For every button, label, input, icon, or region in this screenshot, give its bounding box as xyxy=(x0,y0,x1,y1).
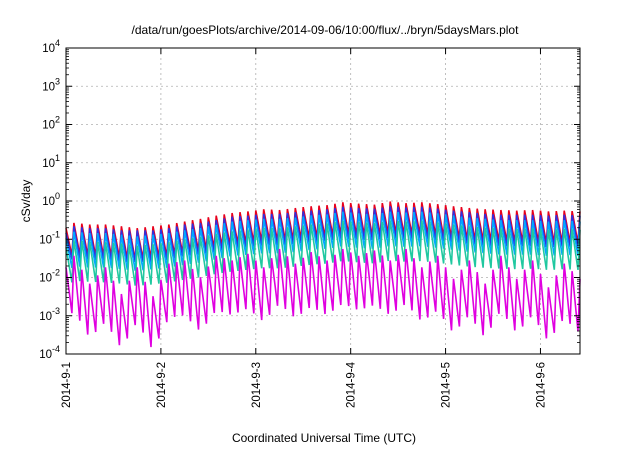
y-tick-exponent: 2 xyxy=(55,115,60,125)
x-tick-label: 2014-9-6 xyxy=(535,362,547,408)
chart-title: /data/run/goesPlots/archive/2014-09-06/1… xyxy=(132,23,520,37)
y-tick-label: 104 xyxy=(42,38,60,55)
series-line xyxy=(65,248,581,348)
y-tick-base: 10 xyxy=(42,158,55,170)
x-tick-label: 2014-9-4 xyxy=(346,361,358,408)
y-tick-base: 10 xyxy=(42,81,55,93)
x-axis-label: Coordinated Universal Time (UTC) xyxy=(232,431,416,445)
x-tick-label: 2014-9-2 xyxy=(156,362,168,408)
y-tick-base: 10 xyxy=(39,349,52,361)
y-tick-label: 10-1 xyxy=(39,229,60,246)
series-line xyxy=(65,220,581,286)
y-tick-base: 10 xyxy=(42,196,55,208)
y-tick-base: 10 xyxy=(39,273,52,285)
x-tick-labels: 2014-9-1 2014-9-2 2014-9-3 2014-9-4 2014-9-5… xyxy=(61,361,547,408)
x-tick-label: 2014-9-1 xyxy=(61,362,73,408)
y-axis-label: cSv/day xyxy=(19,180,33,223)
y-tick-exponent: -2 xyxy=(52,268,60,278)
y-tick-base: 10 xyxy=(42,120,55,132)
y-tick-base: 10 xyxy=(42,43,55,55)
y-tick-label: 10-2 xyxy=(39,268,60,285)
x-tick-label: 2014-9-5 xyxy=(441,362,453,408)
y-tick-label: 10-4 xyxy=(39,344,60,361)
y-tick-label: 100 xyxy=(42,191,60,208)
y-tick-exponent: -1 xyxy=(52,229,60,239)
x-tick-label: 2014-9-3 xyxy=(251,362,263,408)
y-tick-exponent: -4 xyxy=(52,344,60,354)
y-tick-exponent: 1 xyxy=(55,153,60,163)
y-tick-exponent: 0 xyxy=(55,191,60,201)
y-tick-base: 10 xyxy=(39,234,52,246)
y-tick-exponent: 3 xyxy=(55,76,60,86)
series-group xyxy=(65,201,581,348)
y-tick-label: 10-3 xyxy=(39,306,60,323)
grid xyxy=(66,48,580,354)
y-tick-label: 101 xyxy=(42,153,60,170)
axis-ticks xyxy=(65,47,580,355)
y-tick-label: 103 xyxy=(42,76,60,93)
y-tick-exponent: -3 xyxy=(52,306,60,316)
y-tick-exponent: 4 xyxy=(55,38,60,48)
y-tick-label: 102 xyxy=(42,115,60,132)
y-tick-base: 10 xyxy=(39,311,52,323)
